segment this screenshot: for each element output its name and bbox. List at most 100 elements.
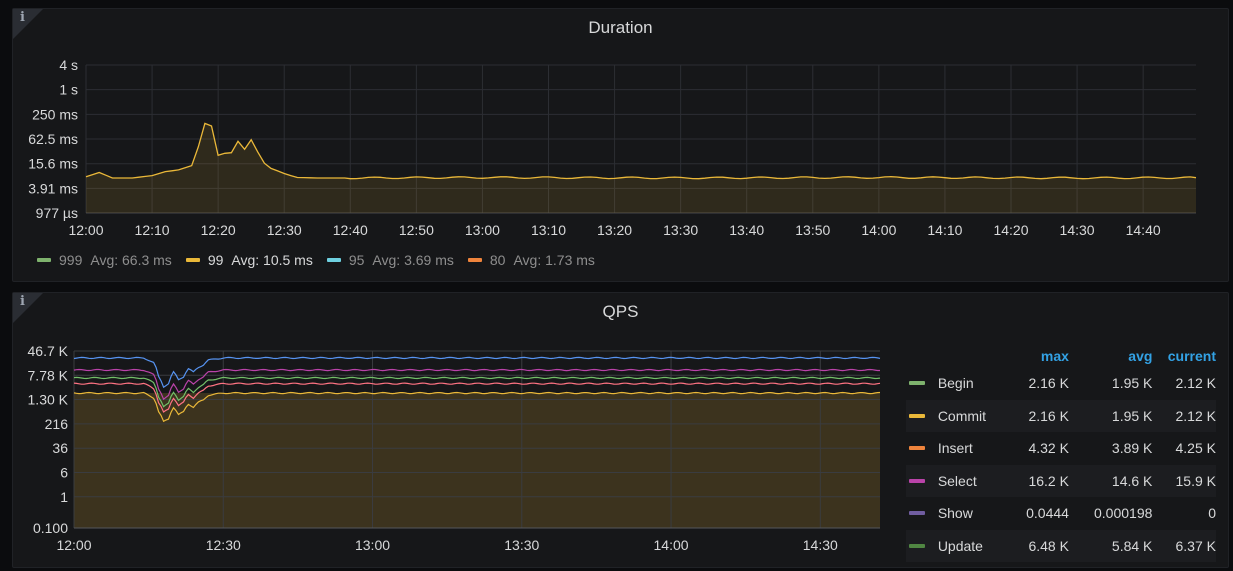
y-tick-label: 4 s bbox=[59, 57, 78, 73]
x-tick-label: 12:00 bbox=[56, 537, 91, 553]
legend-header-current[interactable]: current bbox=[1167, 348, 1216, 364]
legend-max-value: 4.32 K bbox=[1028, 440, 1069, 457]
x-tick-label: 12:50 bbox=[399, 222, 434, 238]
legend-row-begin[interactable]: Begin 2.16 K 1.95 K 2.12 K bbox=[906, 367, 1216, 400]
x-tick-label: 14:00 bbox=[654, 537, 689, 553]
legend-avg-value: 5.84 K bbox=[1111, 537, 1153, 554]
legend-max-value: 6.48 K bbox=[1028, 537, 1069, 554]
y-tick-label: 250 ms bbox=[32, 106, 78, 122]
series-line-insert bbox=[73, 376, 881, 408]
y-tick-label: 15.6 ms bbox=[28, 156, 78, 172]
legend-current-value: 15.9 K bbox=[1175, 472, 1216, 489]
legend-row-select[interactable]: Select 16.2 K 14.6 K 15.9 K bbox=[906, 464, 1216, 497]
legend-row-show[interactable]: Show 0.0444 0.000198 0 bbox=[906, 497, 1216, 530]
legend-max-value: 2.16 K bbox=[1028, 375, 1069, 392]
qps-panel: i QPS 46.7 K 7.78 K 1.30 K 216 36 6 1 0.100 12:0… bbox=[12, 292, 1229, 568]
qps-area-fill bbox=[74, 393, 880, 528]
legend-max-value: 2.16 K bbox=[1028, 407, 1069, 424]
x-tick-label: 13:50 bbox=[795, 222, 830, 238]
info-icon[interactable]: i bbox=[20, 10, 25, 25]
y-tick-label: 216 bbox=[45, 416, 69, 432]
legend-max-value: 0.0444 bbox=[1026, 505, 1069, 522]
x-tick-label: 12:30 bbox=[267, 222, 302, 238]
y-tick-label: 6 bbox=[60, 464, 68, 480]
series-line-update bbox=[73, 368, 880, 401]
legend-current-value: 2.12 K bbox=[1175, 375, 1216, 392]
legend-row-insert[interactable]: Insert 4.32 K 3.89 K 4.25 K bbox=[906, 432, 1216, 465]
legend-item-80[interactable]: 80 Avg: 1.73 ms bbox=[467, 252, 595, 268]
y-tick-label: 977 µs bbox=[36, 205, 78, 221]
legend-series-name: Begin bbox=[937, 375, 974, 392]
x-tick-label: 13:30 bbox=[504, 537, 539, 553]
legend-current-value: 4.25 K bbox=[1175, 440, 1216, 457]
x-tick-label: 12:40 bbox=[333, 222, 368, 238]
x-tick-label: 12:20 bbox=[201, 222, 236, 238]
y-tick-label: 1 bbox=[60, 489, 68, 505]
x-tick-label: 14:00 bbox=[861, 222, 896, 238]
info-icon[interactable]: i bbox=[20, 294, 25, 309]
series-color-swatch bbox=[37, 258, 51, 262]
y-tick-label: 0.100 bbox=[33, 520, 68, 536]
legend-series-name: Show bbox=[937, 505, 973, 522]
legend-current-value: 2.12 K bbox=[1175, 407, 1216, 424]
x-tick-label: 12:30 bbox=[206, 537, 241, 553]
x-tick-label: 13:00 bbox=[355, 537, 390, 553]
legend-series-name: 99 bbox=[207, 252, 224, 268]
y-tick-label: 46.7 K bbox=[28, 343, 69, 359]
x-tick-label: 13:00 bbox=[465, 222, 500, 238]
y-tick-label: 1 s bbox=[59, 82, 78, 98]
series-line-commit bbox=[73, 382, 881, 413]
legend-row-commit[interactable]: Commit 2.16 K 1.95 K 2.12 K bbox=[906, 399, 1216, 432]
series-color-swatch bbox=[909, 543, 925, 548]
series-color-swatch bbox=[909, 413, 925, 418]
duration-panel: i Duration 4 s 1 s 250 ms 62.5 ms 15.6 ms 3.9… bbox=[12, 8, 1229, 282]
x-tick-label: 12:10 bbox=[135, 222, 170, 238]
legend-avg-value: 3.89 K bbox=[1111, 440, 1153, 457]
legend-avg-value: 14.6 K bbox=[1111, 472, 1153, 489]
x-tick-label: 14:30 bbox=[803, 537, 838, 553]
x-tick-label: 13:40 bbox=[729, 222, 764, 238]
x-tick-label: 14:30 bbox=[1060, 222, 1095, 238]
x-tick-label: 14:20 bbox=[993, 222, 1028, 238]
series-color-swatch bbox=[909, 511, 925, 516]
x-tick-label: 13:20 bbox=[597, 222, 632, 238]
legend-series-name: Select bbox=[937, 472, 977, 489]
legend-item-99[interactable]: 99 Avg: 10.5 ms bbox=[185, 252, 313, 268]
legend-header-max[interactable]: max bbox=[1040, 348, 1069, 364]
series-line-begin bbox=[73, 391, 881, 423]
legend-item-999[interactable]: 999 Avg: 66.3 ms bbox=[37, 252, 172, 268]
legend-series-name: 80 bbox=[489, 252, 506, 268]
legend-series-name: 999 bbox=[59, 252, 83, 268]
series-color-swatch bbox=[185, 258, 200, 262]
panel-title[interactable]: QPS bbox=[602, 302, 639, 321]
series-color-swatch bbox=[326, 258, 341, 262]
x-tick-label: 14:40 bbox=[1126, 222, 1161, 238]
series-area-99 bbox=[86, 123, 1196, 213]
panel-title[interactable]: Duration bbox=[588, 18, 653, 37]
legend-series-name: 95 bbox=[348, 252, 365, 268]
legend-series-name: Commit bbox=[937, 407, 987, 424]
legend-series-name: Insert bbox=[937, 440, 973, 457]
legend-series-avg: Avg: 10.5 ms bbox=[231, 252, 313, 268]
panel-info-corner[interactable] bbox=[13, 9, 43, 39]
series-color-swatch bbox=[909, 478, 925, 483]
series-line-99 bbox=[85, 122, 1197, 180]
x-tick-label: 13:30 bbox=[663, 222, 698, 238]
qps-legend-table: max avg current Begin 2.16 K 1.95 K 2.12… bbox=[906, 345, 1216, 562]
series-color-swatch bbox=[909, 446, 925, 451]
legend-avg-value: 1.95 K bbox=[1111, 375, 1153, 392]
legend-current-value: 0 bbox=[1208, 505, 1216, 522]
y-tick-label: 36 bbox=[52, 440, 68, 456]
y-tick-label: 1.30 K bbox=[28, 392, 69, 408]
legend-current-value: 6.37 K bbox=[1175, 537, 1216, 554]
legend-row-update[interactable]: Update 6.48 K 5.84 K 6.37 K bbox=[906, 529, 1216, 562]
panel-info-corner[interactable] bbox=[13, 293, 43, 323]
x-tick-label: 14:10 bbox=[927, 222, 962, 238]
y-tick-label: 3.91 ms bbox=[28, 180, 78, 196]
duration-legend: 999 Avg: 66.3 ms 99 Avg: 10.5 ms 95 Avg:… bbox=[37, 252, 609, 268]
legend-header-avg[interactable]: avg bbox=[1128, 348, 1153, 364]
x-tick-label: 13:10 bbox=[531, 222, 566, 238]
legend-item-95[interactable]: 95 Avg: 3.69 ms bbox=[326, 252, 454, 268]
